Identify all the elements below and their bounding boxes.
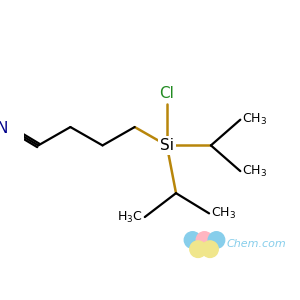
Circle shape <box>196 232 213 248</box>
Circle shape <box>202 241 218 257</box>
Text: CH$_3$: CH$_3$ <box>242 164 267 179</box>
Circle shape <box>208 232 225 248</box>
Text: Si: Si <box>160 138 174 153</box>
Text: Chem.com: Chem.com <box>226 239 286 249</box>
Circle shape <box>190 241 206 257</box>
Text: CH$_3$: CH$_3$ <box>242 112 267 127</box>
Text: N: N <box>0 122 8 136</box>
Text: Cl: Cl <box>159 86 174 101</box>
Text: CH$_3$: CH$_3$ <box>211 206 236 221</box>
Circle shape <box>184 232 201 248</box>
Text: H$_3$C: H$_3$C <box>117 209 143 225</box>
